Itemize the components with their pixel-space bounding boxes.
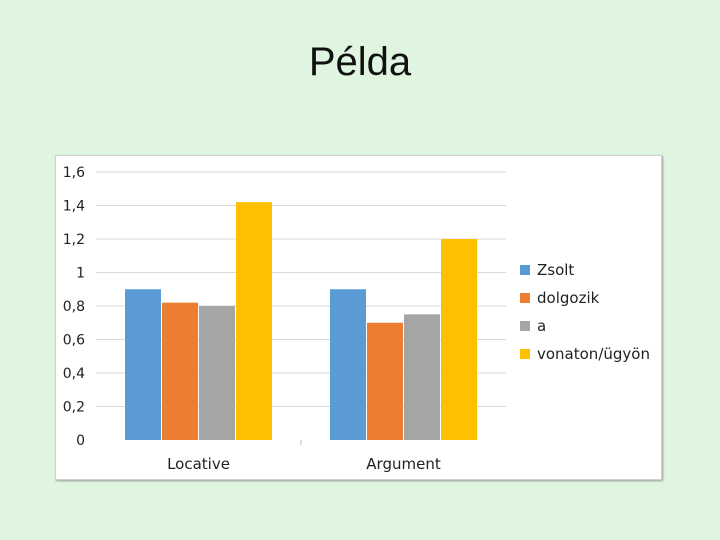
bar-1-locative: [125, 289, 161, 440]
y-tick-label: 1,2: [63, 232, 85, 248]
legend-swatch: [520, 265, 530, 275]
y-tick-label: 1,6: [63, 165, 85, 181]
legend-label: vonaton/ügyön: [537, 345, 650, 363]
y-tick-label: 0: [76, 433, 85, 449]
legend-label: dolgozik: [537, 289, 600, 307]
x-category-label: Argument: [366, 455, 441, 473]
bar-1-argument: [330, 289, 366, 440]
legend-label: Zsolt: [537, 261, 574, 279]
bar-2-argument: [367, 322, 403, 440]
bar-4-locative: [236, 202, 272, 440]
y-tick-label: 1,4: [63, 199, 85, 215]
bar-chart: 0 0,2 0,4 0,6 0,8 1 1,2 1,4 1,6 Locative Argument Z…: [63, 165, 650, 473]
y-tick-label: 1: [76, 266, 85, 282]
legend-swatch: [520, 321, 530, 331]
x-category-label: Locative: [167, 455, 230, 473]
y-tick-label: 0,6: [63, 333, 85, 349]
bar-2-locative: [162, 302, 198, 440]
slide-title: Példa: [308, 40, 412, 84]
bar-3-argument: [404, 314, 440, 440]
bar-3-locative: [199, 306, 235, 440]
y-tick-label: 0,4: [63, 366, 85, 382]
bar-4-argument: [441, 239, 477, 440]
legend-swatch: [520, 349, 530, 359]
chart-container: 0 0,2 0,4 0,6 0,8 1 1,2 1,4 1,6 Locative Argument Z…: [55, 155, 662, 480]
legend-swatch: [520, 293, 530, 303]
y-tick-label: 0,2: [63, 400, 85, 416]
y-tick-label: 0,8: [63, 299, 85, 315]
legend-label: a: [537, 317, 546, 335]
